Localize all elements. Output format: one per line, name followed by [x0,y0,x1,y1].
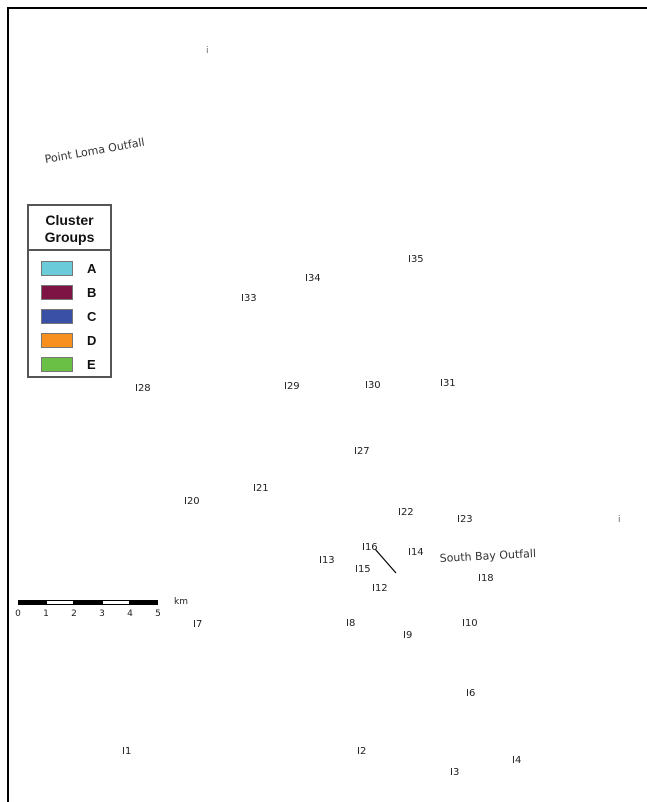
scale-bar-segment [46,600,74,605]
scale-bar-segment [74,600,102,605]
legend-label-b: B [87,285,97,300]
station-label: I27 [354,446,370,457]
edge-mark-right: i [618,515,621,525]
station-label: I31 [440,378,456,389]
scale-bar-segment [102,600,130,605]
scale-bar-tick-label: 1 [43,609,49,619]
station-label: I2 [357,746,367,757]
station-label: I20 [184,496,200,507]
station-label: I35 [408,254,424,265]
scale-bar-tick-label: 2 [71,609,77,619]
legend-swatch-d [41,333,73,348]
edge-mark-top: i [206,46,209,56]
station-label: I34 [305,273,321,284]
station-label: I8 [346,618,356,629]
station-label: I16 [362,542,378,553]
station-label: I7 [193,619,203,630]
station-label: I29 [284,381,300,392]
map-frame-top [7,7,647,9]
scale-bar-tick-label: 0 [15,609,21,619]
scale-bar-segment [130,600,158,605]
scale-bar-tick-label: 3 [99,609,105,619]
station-label: I23 [457,514,473,525]
station-label: I4 [512,755,522,766]
station-label: I14 [408,547,424,558]
station-label: I12 [372,583,388,594]
cluster-legend: Cluster Groups A B C D E [27,204,112,378]
station-label: I21 [253,483,269,494]
station-label: I9 [403,630,413,641]
station-label: I33 [241,293,257,304]
legend-swatch-c [41,309,73,324]
scale-bar-tick-label: 5 [155,609,161,619]
station-label: I13 [319,555,335,566]
station-label: I28 [135,383,151,394]
legend-swatch-b [41,285,73,300]
station-label: I3 [450,767,460,778]
scale-bar: km 0 1 2 3 4 5 [15,597,188,627]
legend-swatch-e [41,357,73,372]
station-label: I15 [355,564,371,575]
legend-label-c: C [87,309,97,324]
legend-swatch-a [41,261,73,276]
station-label: I18 [478,573,494,584]
legend-label-e: E [87,357,96,372]
legend-label-a: A [87,261,97,276]
station-label: I30 [365,380,381,391]
station-label: I22 [398,507,414,518]
scale-bar-segment [18,600,46,605]
station-label: I10 [462,618,478,629]
legend-title: Cluster Groups [29,206,110,251]
scale-bar-tick-label: 4 [127,609,133,619]
station-label: I1 [122,746,132,757]
station-label: I6 [466,688,476,699]
map-frame-left [7,7,9,802]
scale-bar-unit: km [174,597,188,607]
legend-label-d: D [87,333,97,348]
